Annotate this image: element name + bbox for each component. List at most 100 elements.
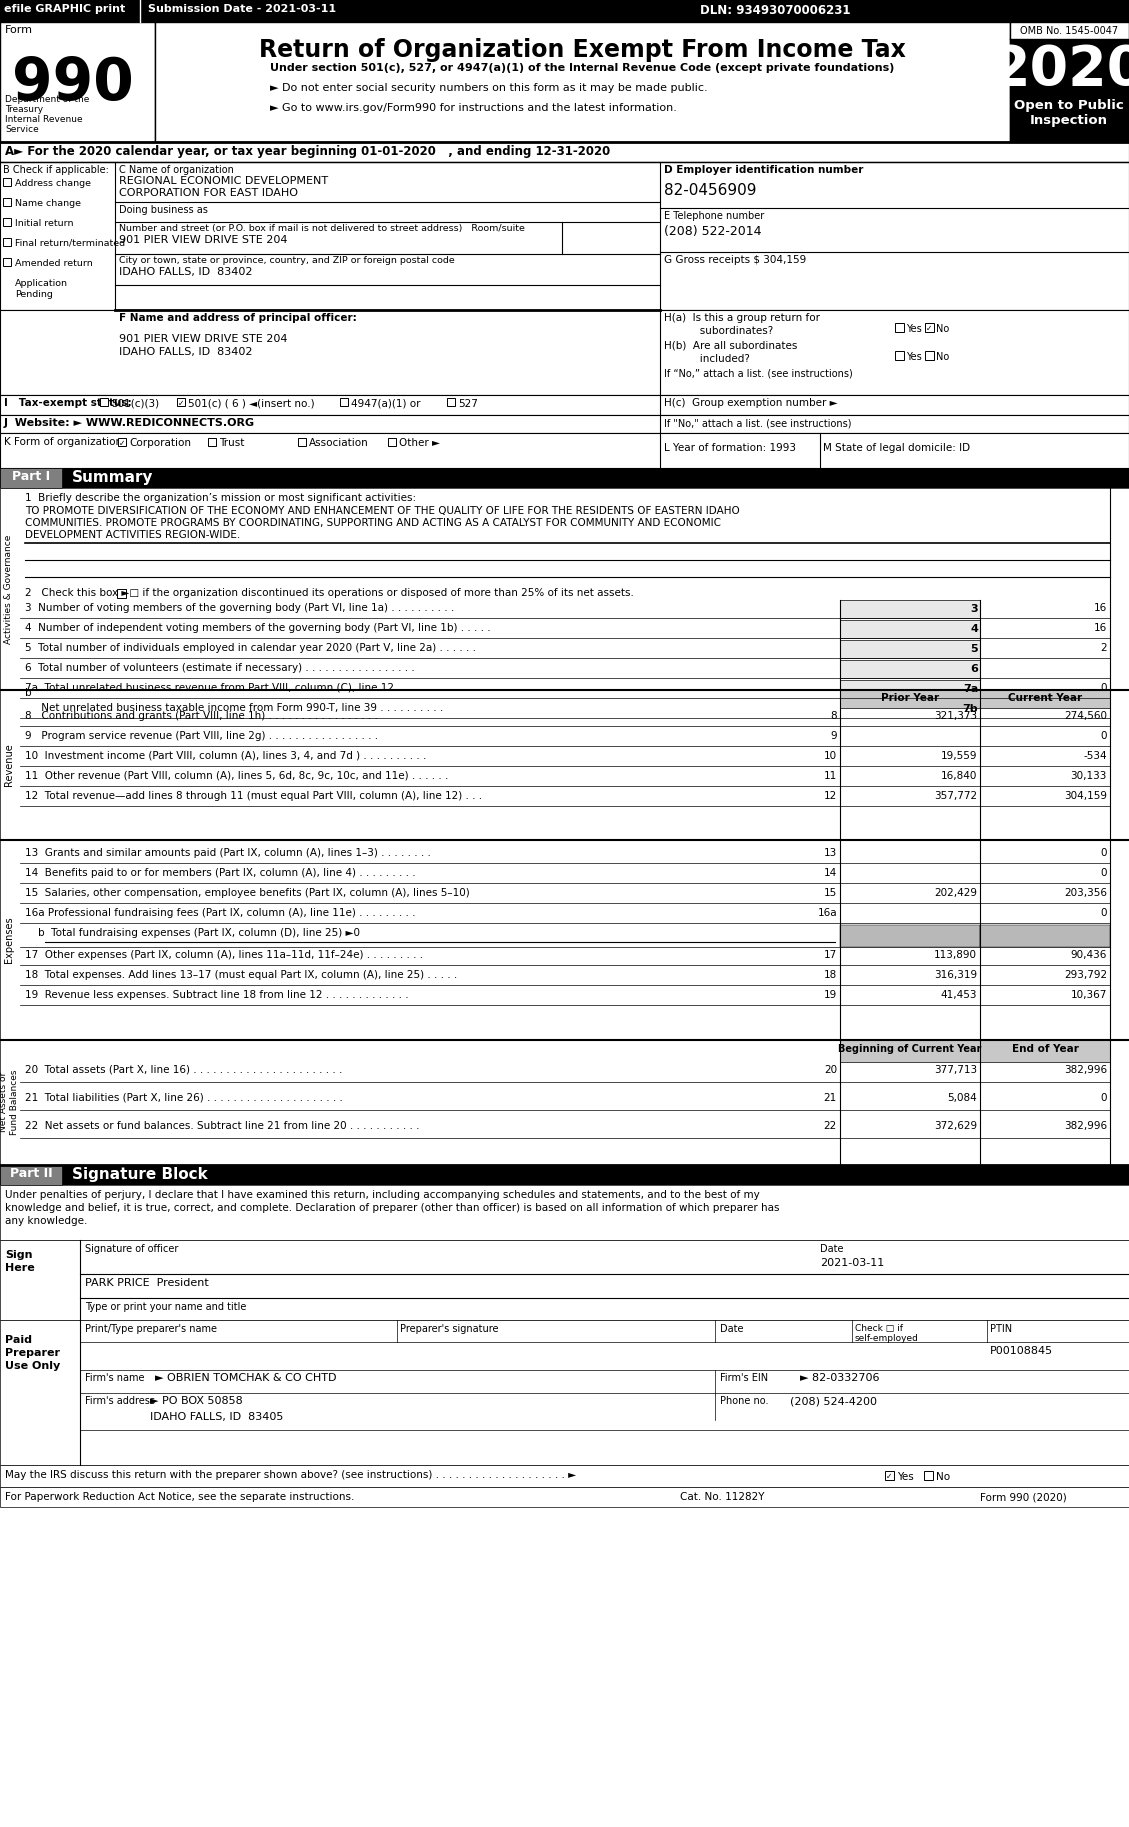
Text: 501(c)(3): 501(c)(3)	[111, 398, 159, 409]
Text: K Form of organization:: K Form of organization:	[5, 437, 125, 448]
Text: Date: Date	[820, 1244, 843, 1253]
Text: ✓: ✓	[926, 323, 933, 333]
Text: 17  Other expenses (Part IX, column (A), lines 11a–11d, 11f–24e) . . . . . . . .: 17 Other expenses (Part IX, column (A), …	[25, 950, 423, 959]
Bar	[895, 323, 904, 333]
Text: 382,996: 382,996	[1064, 1065, 1108, 1074]
Bar	[925, 323, 934, 333]
Text: Firm's EIN: Firm's EIN	[720, 1374, 768, 1383]
Text: 15  Salaries, other compensation, employee benefits (Part IX, column (A), lines : 15 Salaries, other compensation, employe…	[25, 888, 470, 899]
Text: 0: 0	[1101, 848, 1108, 859]
Text: PTIN: PTIN	[990, 1325, 1012, 1334]
Text: 11: 11	[824, 771, 837, 780]
Text: 13: 13	[824, 848, 837, 859]
Bar	[840, 599, 980, 618]
Text: 16a: 16a	[817, 908, 837, 917]
Text: 22  Net assets or fund balances. Subtract line 21 from line 20 . . . . . . . . .: 22 Net assets or fund balances. Subtract…	[25, 1122, 420, 1131]
Bar	[924, 1471, 933, 1480]
Text: 21: 21	[824, 1093, 837, 1104]
Text: 293,792: 293,792	[1064, 970, 1108, 979]
Text: 527: 527	[458, 398, 478, 409]
Text: City or town, state or province, country, and ZIP or foreign postal code: City or town, state or province, country…	[119, 256, 455, 265]
Text: G Gross receipts $ 304,159: G Gross receipts $ 304,159	[664, 256, 806, 265]
Text: C Name of organization: C Name of organization	[119, 164, 234, 175]
Bar	[0, 488, 1129, 691]
Text: DEVELOPMENT ACTIVITIES REGION-WIDE.: DEVELOPMENT ACTIVITIES REGION-WIDE.	[25, 530, 240, 541]
Text: 5  Total number of individuals employed in calendar year 2020 (Part V, line 2a) : 5 Total number of individuals employed i…	[25, 643, 476, 652]
Text: subordinates?: subordinates?	[664, 325, 773, 336]
Bar	[0, 395, 1129, 415]
Text: Sign: Sign	[5, 1250, 33, 1261]
Text: Number and street (or P.O. box if mail is not delivered to street address)   Roo: Number and street (or P.O. box if mail i…	[119, 225, 525, 234]
Bar	[1010, 97, 1129, 143]
Bar	[0, 1040, 1129, 1166]
Text: 19,559: 19,559	[940, 751, 977, 762]
Text: Form 990 (2020): Form 990 (2020)	[980, 1493, 1067, 1502]
Bar	[3, 177, 11, 186]
Text: Corporation: Corporation	[129, 438, 191, 448]
Bar	[840, 1040, 980, 1061]
Text: Here: Here	[5, 1262, 35, 1273]
Bar	[0, 311, 1129, 395]
Bar	[388, 438, 396, 446]
Text: Net unrelated business taxable income from Form 990-T, line 39 . . . . . . . . .: Net unrelated business taxable income fr…	[25, 703, 444, 713]
Text: 0: 0	[1101, 1093, 1108, 1104]
Text: 321,373: 321,373	[934, 711, 977, 722]
Text: 7a: 7a	[963, 683, 978, 694]
Text: 19  Revenue less expenses. Subtract line 18 from line 12 . . . . . . . . . . . .: 19 Revenue less expenses. Subtract line …	[25, 990, 409, 999]
Text: 304,159: 304,159	[1064, 791, 1108, 800]
Text: E Telephone number: E Telephone number	[664, 210, 764, 221]
Text: 316,319: 316,319	[934, 970, 977, 979]
Text: ✓: ✓	[177, 398, 184, 407]
Text: 16,840: 16,840	[940, 771, 977, 780]
Bar	[0, 415, 1129, 433]
Text: 10: 10	[824, 751, 837, 762]
Text: Internal Revenue: Internal Revenue	[5, 115, 82, 124]
Text: A► For the 2020 calendar year, or tax year beginning 01-01-2020   , and ending 1: A► For the 2020 calendar year, or tax ye…	[5, 144, 611, 157]
Text: B Check if applicable:: B Check if applicable:	[3, 164, 108, 175]
Text: 377,713: 377,713	[934, 1065, 977, 1074]
Text: 4947(a)(1) or: 4947(a)(1) or	[351, 398, 420, 409]
Text: 8   Contributions and grants (Part VIII, line 1h) . . . . . . . . . . . . . . . : 8 Contributions and grants (Part VIII, l…	[25, 711, 378, 722]
Text: Signature of officer: Signature of officer	[85, 1244, 178, 1253]
Text: 19: 19	[824, 990, 837, 999]
Text: IDAHO FALLS, ID  83405: IDAHO FALLS, ID 83405	[150, 1412, 283, 1421]
Text: L Year of formation: 1993: L Year of formation: 1993	[664, 442, 796, 453]
Text: -534: -534	[1084, 751, 1108, 762]
Text: ► OBRIEN TOMCHAK & CO CHTD: ► OBRIEN TOMCHAK & CO CHTD	[155, 1374, 336, 1383]
Text: Under penalties of perjury, I declare that I have examined this return, includin: Under penalties of perjury, I declare th…	[5, 1189, 760, 1200]
Text: Pending: Pending	[15, 290, 53, 300]
Text: 3: 3	[970, 605, 978, 614]
Text: Part I: Part I	[12, 470, 50, 482]
Text: (208) 522-2014: (208) 522-2014	[664, 225, 761, 238]
Text: included?: included?	[664, 354, 750, 364]
Bar	[0, 691, 1129, 840]
Text: Net Assets or
Fund Balances: Net Assets or Fund Balances	[0, 1069, 19, 1135]
Text: Use Only: Use Only	[5, 1361, 60, 1370]
Text: 16: 16	[1094, 603, 1108, 614]
Text: Amended return: Amended return	[15, 259, 93, 269]
Text: 12: 12	[824, 791, 837, 800]
Text: M State of legal domicile: ID: M State of legal domicile: ID	[823, 442, 970, 453]
Bar	[0, 22, 1129, 143]
Text: Check □ if
self-employed: Check □ if self-employed	[855, 1325, 919, 1343]
Text: 0: 0	[1101, 731, 1108, 742]
Text: Trust: Trust	[219, 438, 244, 448]
Text: Name change: Name change	[15, 199, 81, 208]
Bar	[0, 1487, 1129, 1507]
Text: 5,084: 5,084	[947, 1093, 977, 1104]
Text: 22: 22	[824, 1122, 837, 1131]
Text: F Name and address of principal officer:: F Name and address of principal officer:	[119, 312, 357, 323]
Bar	[980, 691, 1110, 709]
Bar	[100, 398, 108, 406]
Text: Cat. No. 11282Y: Cat. No. 11282Y	[680, 1493, 764, 1502]
Text: Treasury: Treasury	[5, 104, 43, 113]
Text: 90,436: 90,436	[1070, 950, 1108, 959]
Text: Firm's address: Firm's address	[85, 1396, 155, 1407]
Text: Expenses: Expenses	[5, 917, 14, 963]
Text: Beginning of Current Year: Beginning of Current Year	[839, 1043, 982, 1054]
Bar	[0, 1166, 1129, 1186]
Text: IDAHO FALLS, ID  83402: IDAHO FALLS, ID 83402	[119, 267, 253, 278]
Text: Department of the: Department of the	[5, 95, 89, 104]
Text: Final return/terminated: Final return/terminated	[15, 239, 125, 248]
Bar	[3, 258, 11, 267]
